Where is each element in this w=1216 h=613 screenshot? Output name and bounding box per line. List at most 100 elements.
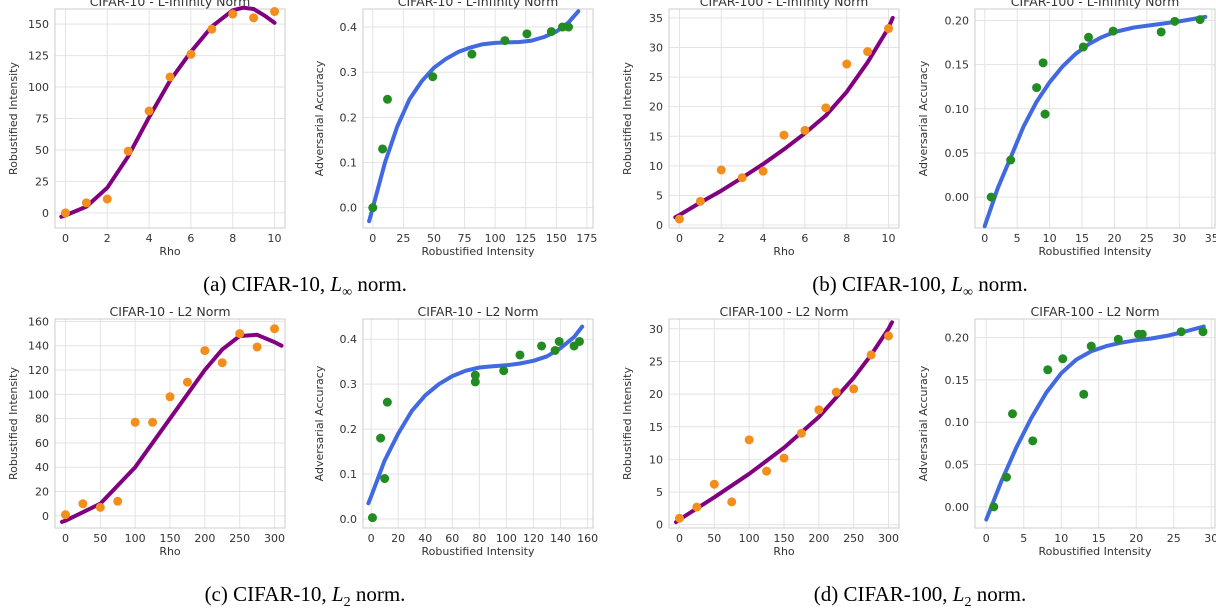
x-tick-label: 4 [760, 232, 767, 245]
x-tick-label: 150 [546, 232, 567, 245]
x-tick-label: 0 [676, 232, 683, 245]
data-point [779, 453, 789, 463]
data-point [716, 165, 726, 175]
data-point [382, 94, 392, 104]
y-tick-label: 20 [649, 388, 663, 401]
y-tick-label: 25 [649, 355, 663, 368]
y-axis-label: Robustified Intensity [621, 367, 634, 480]
data-point [1170, 16, 1180, 26]
x-tick-label: 50 [427, 232, 441, 245]
x-tick-label: 100 [125, 532, 146, 545]
data-point [200, 346, 210, 356]
x-tick-label: 30 [1204, 532, 1216, 545]
x-axis-label: Rho [773, 545, 795, 558]
data-point [989, 502, 999, 512]
data-point [1008, 409, 1017, 419]
fit-curve [982, 14, 1208, 229]
y-tick-label: 0.00 [945, 501, 970, 514]
y-tick-label: 10 [649, 160, 663, 173]
x-tick-label: 100 [485, 232, 506, 245]
x-tick-label: 35 [1205, 232, 1216, 245]
data-point [863, 47, 873, 57]
data-point [428, 72, 438, 82]
data-point [1084, 32, 1094, 42]
data-point [60, 208, 70, 218]
data-point [182, 377, 192, 387]
data-point [1137, 329, 1147, 339]
x-tick-label: 2 [718, 232, 725, 245]
data-point [1113, 334, 1123, 344]
x-tick-label: 300 [264, 532, 285, 545]
x-tick-label: 160 [577, 532, 598, 545]
data-point [207, 24, 217, 34]
x-tick-label: 0 [368, 532, 375, 545]
y-tick-label: 0.1 [340, 468, 358, 481]
data-point [779, 130, 789, 140]
caption-prefix: (b) CIFAR-100, [812, 272, 952, 296]
x-tick-label: 40 [418, 532, 432, 545]
x-axis-label: Rho [159, 545, 181, 558]
data-point [500, 36, 510, 46]
y-tick-label: 0.00 [945, 191, 970, 204]
data-point [1043, 365, 1053, 375]
chart-panel-2: 0 25 50 75 100 125 150 175 0.0 0.1 0.2 0.3 0.4 CIFAR-… [313, 0, 597, 258]
x-tick-label: 5 [1020, 532, 1027, 545]
plot-frame [362, 318, 594, 529]
chart-title: CIFAR-10 - L-Infinity Norm [398, 0, 559, 9]
x-axis-label: Robustified Intensity [1039, 245, 1152, 258]
data-point [130, 417, 140, 427]
y-tick-label: 0.10 [945, 103, 970, 116]
plot-area [363, 9, 593, 228]
data-point [368, 203, 378, 213]
y-tick-label: 80 [35, 413, 49, 426]
x-tick-label: 2 [104, 232, 111, 245]
y-tick-label: 120 [28, 364, 49, 377]
y-tick-label: 100 [28, 81, 49, 94]
x-tick-label: 5 [1014, 232, 1021, 245]
data-point [499, 366, 509, 376]
y-tick-label: 0.3 [340, 378, 358, 391]
data-point [695, 196, 705, 206]
data-point [81, 198, 91, 208]
x-tick-label: 175 [576, 232, 597, 245]
data-point [537, 341, 547, 351]
caption-symbol: L [951, 272, 963, 296]
y-axis-label: Adversarial Accuracy [917, 365, 930, 481]
data-point [737, 173, 747, 183]
plot-frame [668, 8, 900, 229]
y-tick-label: 60 [35, 437, 49, 450]
x-tick-label: 25 [1140, 232, 1154, 245]
caption-c: (c) CIFAR-10, L2 norm. [5, 582, 605, 611]
caption-prefix: (a) CIFAR-10, [203, 272, 331, 296]
x-axis-label: Robustified Intensity [422, 545, 535, 558]
y-tick-label: 75 [35, 113, 49, 126]
x-tick-label: 0 [62, 232, 69, 245]
data-point [515, 350, 525, 360]
x-tick-label: 150 [160, 532, 181, 545]
y-tick-label: 25 [35, 175, 49, 188]
caption-suffix: norm. [972, 272, 1028, 296]
data-point [1032, 83, 1042, 93]
y-tick-label: 0.2 [340, 423, 358, 436]
chart-panel-6: 0 20 40 60 80 100 120 140 160 0.0 0.1 0.2 0.3 0.4 CIFA… [313, 304, 598, 558]
x-tick-label: 25 [1167, 532, 1181, 545]
x-tick-label: 30 [1172, 232, 1186, 245]
x-tick-label: 200 [194, 532, 215, 545]
y-tick-label: 5 [656, 486, 663, 499]
chart-title: CIFAR-100 - L-Infinity Norm [1011, 0, 1180, 9]
x-tick-label: 60 [445, 532, 459, 545]
data-point [1028, 436, 1038, 446]
data-point [554, 336, 564, 346]
y-axis-label: Robustified Intensity [621, 62, 634, 175]
data-point [1195, 15, 1205, 25]
y-axis-label: Adversarial Accuracy [313, 60, 326, 176]
fit-curve [367, 9, 581, 224]
x-tick-label: 20 [391, 532, 405, 545]
chart-panel-7: 0 50 100 150 200 250 300 0 5 10 15 20 25 30 CIFAR-100 … [621, 304, 900, 558]
plot-area [669, 9, 899, 228]
data-point [270, 7, 280, 17]
x-tick-label: 25 [396, 232, 410, 245]
x-axis-label: Robustified Intensity [1039, 545, 1152, 558]
data-point [814, 405, 824, 415]
